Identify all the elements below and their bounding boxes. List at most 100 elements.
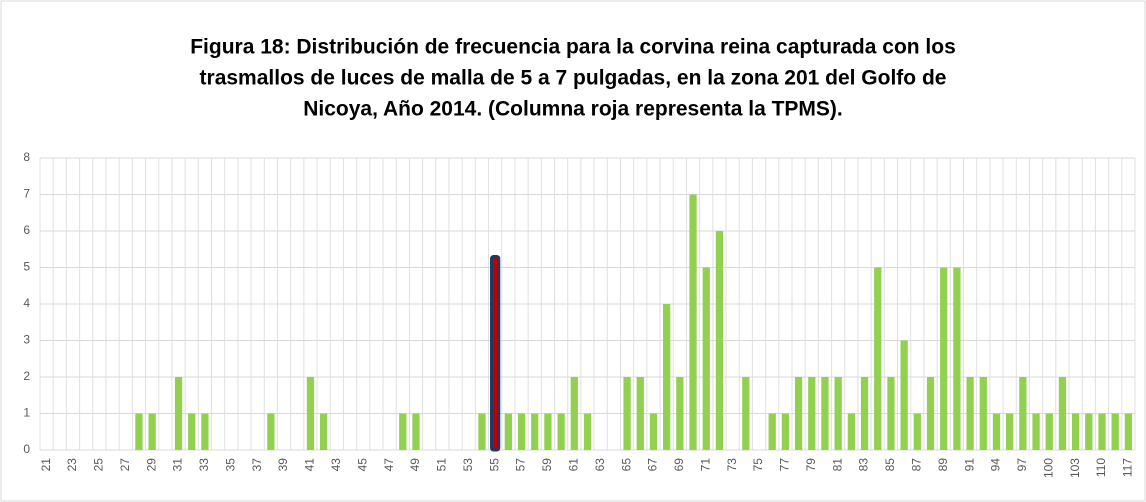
bar: [1045, 413, 1053, 450]
bar: [320, 413, 328, 450]
bar: [1098, 413, 1106, 450]
x-tick-label: 21: [39, 458, 53, 472]
x-tick-label: 89: [936, 458, 950, 472]
bar: [953, 267, 961, 450]
bar: [504, 413, 512, 450]
bar: [306, 377, 315, 450]
x-tick-label: 79: [804, 458, 818, 472]
x-tick-label: 39: [276, 458, 290, 472]
bar: [689, 194, 697, 450]
bar: [399, 413, 407, 450]
bar: [663, 304, 671, 450]
y-tick-label: 4: [23, 296, 30, 310]
x-tick-label: 59: [540, 458, 554, 472]
x-tick-label: 81: [830, 458, 844, 472]
bar: [874, 267, 882, 450]
x-tick-label: 63: [593, 458, 607, 472]
bar: [188, 413, 196, 450]
x-tick-label: 47: [382, 458, 396, 472]
x-tick-label: 83: [857, 458, 871, 472]
bar: [913, 413, 921, 450]
x-tick-label: 51: [435, 458, 449, 472]
bar: [557, 413, 565, 450]
y-tick-label: 2: [23, 369, 30, 383]
bar: [1111, 413, 1119, 450]
x-tick-label: 27: [118, 458, 132, 472]
bar: [926, 377, 935, 450]
x-tick-label: 67: [646, 458, 660, 472]
bar: [1072, 413, 1080, 450]
bar: [768, 413, 776, 450]
chart-title: trasmallos de luces de malla de 5 a 7 pu…: [200, 67, 947, 90]
bar: [887, 377, 895, 450]
bar: [1085, 413, 1093, 450]
x-tick-label: 31: [171, 458, 185, 472]
x-tick-label: 100: [1041, 458, 1055, 478]
bar: [992, 413, 1001, 450]
bar: [544, 413, 552, 450]
x-tick-label: 57: [514, 458, 528, 472]
bar: [412, 413, 420, 450]
bar: [490, 255, 501, 452]
bar: [623, 377, 631, 450]
x-tick-label: 23: [65, 458, 79, 472]
x-tick-label: 103: [1068, 458, 1082, 478]
bar: [860, 377, 869, 450]
x-tick-label: 97: [1015, 458, 1029, 472]
x-tick-label: 29: [144, 458, 158, 472]
x-tick-label: 94: [989, 458, 1003, 472]
y-tick-label: 5: [23, 260, 30, 274]
x-tick-label: 43: [329, 458, 343, 472]
bar: [781, 413, 790, 450]
bar: [531, 413, 539, 450]
bar: [940, 267, 948, 450]
y-tick-label: 8: [23, 150, 30, 164]
y-tick-label: 0: [23, 442, 30, 456]
bar: [821, 377, 829, 450]
bar: [267, 413, 275, 450]
bar: [174, 377, 183, 450]
x-tick-label: 69: [672, 458, 686, 472]
bar: [676, 377, 684, 450]
x-tick-label: 45: [355, 458, 369, 472]
bar: [847, 413, 855, 450]
y-tick-label: 7: [23, 187, 30, 201]
x-tick-label: 53: [461, 458, 475, 472]
chart-title: Figura 18: Distribución de frecuencia pa…: [190, 36, 956, 59]
x-tick-label: 110: [1094, 458, 1108, 477]
bar: [794, 377, 803, 450]
bar: [979, 377, 987, 450]
y-tick-label: 3: [23, 333, 30, 347]
x-tick-label: 41: [303, 458, 317, 472]
bar: [649, 413, 658, 450]
x-tick-label: 65: [619, 458, 633, 472]
bar: [148, 413, 156, 450]
bar: [702, 267, 710, 450]
y-tick-label: 1: [23, 406, 30, 420]
bar: [1058, 377, 1067, 450]
bar: [966, 377, 974, 450]
x-tick-label: 75: [751, 458, 765, 472]
x-tick-label: 71: [698, 458, 712, 472]
x-tick-label: 25: [92, 458, 106, 472]
y-tick-label: 6: [23, 223, 30, 237]
chart-title: Nicoya, Año 2014. (Columna roja represen…: [303, 98, 843, 121]
bar: [570, 377, 578, 450]
x-tick-label: 91: [962, 458, 976, 472]
bar: [1006, 413, 1014, 450]
x-tick-label: 77: [778, 458, 792, 472]
x-tick-label: 85: [883, 458, 897, 472]
bar: [1124, 413, 1133, 450]
bar: [808, 377, 816, 450]
bar: [1019, 377, 1027, 450]
x-tick-label: 117: [1121, 458, 1135, 477]
bar: [834, 377, 842, 450]
x-tick-label: 61: [566, 458, 580, 472]
x-tick-label: 73: [725, 458, 739, 472]
bar: [135, 413, 143, 450]
x-tick-label: 37: [250, 458, 264, 472]
bar: [583, 413, 592, 450]
bar: [478, 413, 486, 450]
x-tick-label: 49: [408, 458, 422, 472]
